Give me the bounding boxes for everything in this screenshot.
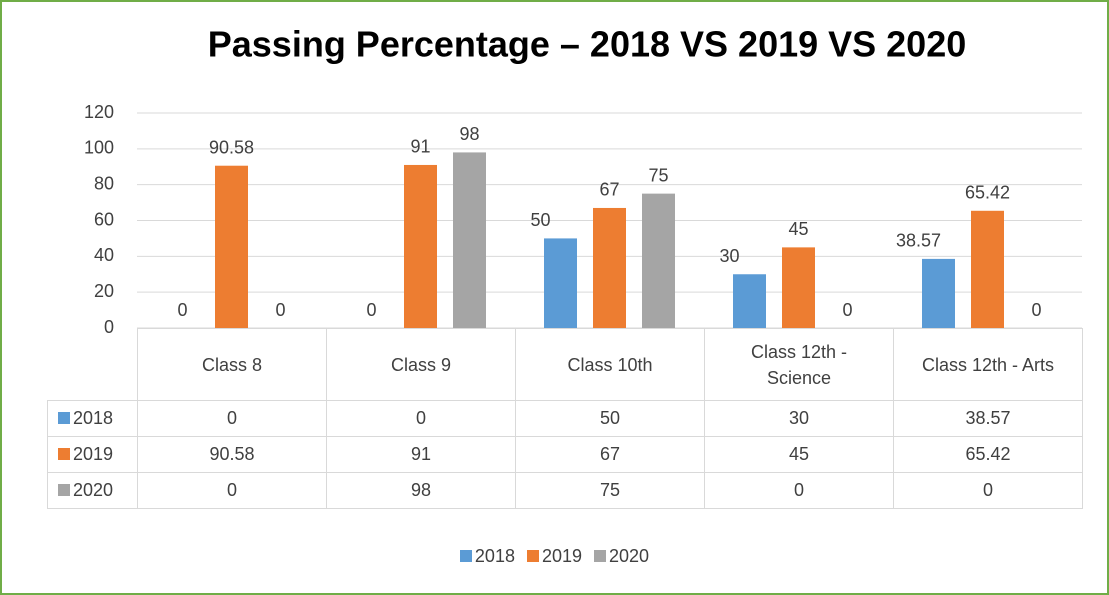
legend-label: 2018: [474, 546, 515, 566]
bar: [593, 207, 626, 328]
y-tick-label: 0: [104, 317, 114, 337]
series-name: 2020: [73, 480, 114, 500]
table-value: 50: [515, 400, 705, 437]
legend-label: 2019: [541, 546, 583, 566]
series-swatch: [58, 484, 70, 496]
table-value: 67: [515, 436, 705, 473]
table-value: 0: [893, 472, 1083, 509]
legend-item: 2019: [526, 546, 583, 566]
bar: [733, 274, 766, 328]
bar: [544, 238, 577, 328]
value-label: 65.42: [965, 183, 1010, 203]
y-tick-label: 60: [94, 209, 114, 229]
table-value: 0: [137, 472, 327, 509]
bar: [453, 152, 486, 328]
value-label: 67: [599, 180, 619, 200]
series-swatch: [58, 412, 70, 424]
bar: [782, 247, 815, 328]
value-label: 30: [719, 246, 739, 266]
value-label: 0: [177, 300, 187, 320]
value-label: 98: [459, 124, 479, 144]
value-label: 45: [788, 219, 808, 239]
series-name: 2018: [73, 408, 114, 428]
table-value: 98: [326, 472, 516, 509]
value-label: 0: [1031, 300, 1041, 320]
value-label: 38.57: [896, 231, 941, 251]
table-row: 2020 0 98 75 0 0: [47, 472, 1083, 509]
table-value: 91: [326, 436, 516, 473]
category-label: Class 9: [326, 328, 516, 401]
table-value: 0: [137, 400, 327, 437]
y-tick-label: 20: [94, 281, 114, 301]
bar: [215, 165, 248, 328]
bar: [922, 258, 955, 328]
y-tick-label: 100: [84, 138, 114, 158]
table-row: 2018 0 0 50 30 38.57: [47, 400, 1083, 437]
table-row: 2019 90.58 91 67 45 65.42: [47, 436, 1083, 473]
category-label: Class 12th - Science: [704, 328, 894, 401]
value-label: 75: [648, 165, 668, 185]
table-corner: [47, 328, 138, 401]
bar: [404, 164, 437, 328]
table-value: 45: [704, 436, 894, 473]
table-value: 65.42: [893, 436, 1083, 473]
table-value: 30: [704, 400, 894, 437]
legend: 2018 2019 2020: [2, 546, 1107, 567]
y-tick-label: 40: [94, 245, 114, 265]
value-label: 0: [842, 300, 852, 320]
value-label: 90.58: [209, 137, 254, 157]
legend-label: 2020: [609, 546, 650, 566]
category-label: Class 12th - Arts: [893, 328, 1083, 401]
table-value: 0: [326, 400, 516, 437]
chart-title: Passing Percentage – 2018 VS 2019 VS 202…: [208, 24, 967, 65]
series-key: 2020: [47, 472, 138, 509]
category-label: Class 8: [137, 328, 327, 401]
legend-item: 2020: [594, 546, 649, 566]
data-table: Class 8 Class 9 Class 10th Class 12th - Sci…: [47, 328, 1083, 509]
value-label: 0: [275, 300, 285, 320]
table-value: 75: [515, 472, 705, 509]
category-label: Class 10th: [515, 328, 705, 401]
table-value: 38.57: [893, 400, 1083, 437]
series-key: 2018: [47, 400, 138, 437]
table-header-row: Class 8 Class 9 Class 10th Class 12th - Sci…: [47, 328, 1083, 401]
series-key: 2019: [47, 436, 138, 473]
series-swatch: [58, 448, 70, 460]
y-tick-label: 80: [94, 173, 114, 193]
legend-swatch: [594, 550, 607, 562]
value-label: 0: [366, 300, 376, 320]
y-tick-label: 120: [84, 102, 114, 122]
legend-item: 2018: [459, 546, 515, 566]
table-value: 0: [704, 472, 894, 509]
bar: [971, 210, 1004, 328]
bar: [642, 193, 675, 328]
series-name: 2019: [73, 444, 114, 464]
value-label: 91: [410, 137, 430, 157]
table-value: 90.58: [137, 436, 327, 473]
value-label: 50: [530, 210, 550, 230]
legend-swatch: [526, 550, 539, 562]
legend-swatch: [459, 550, 472, 562]
